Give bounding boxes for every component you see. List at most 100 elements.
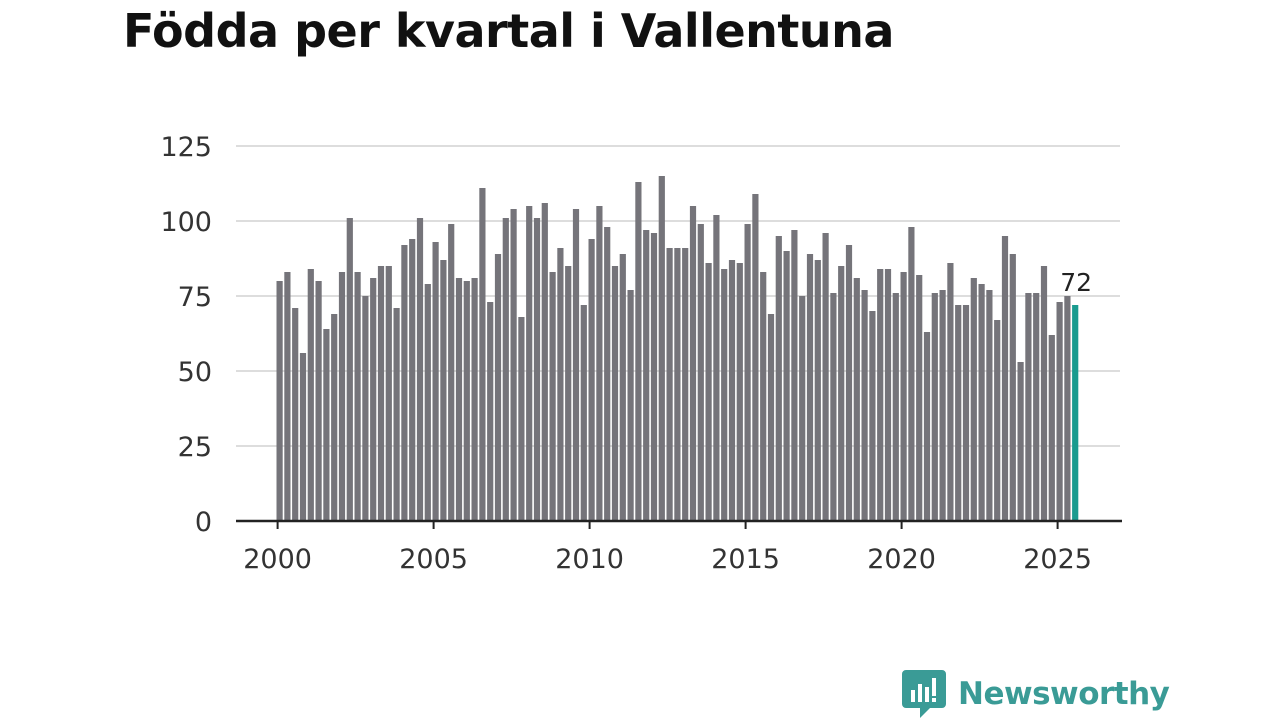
bar	[549, 272, 556, 521]
bar	[900, 272, 907, 521]
bar	[487, 302, 494, 521]
bar	[471, 278, 478, 521]
brand-name: Newsworthy	[958, 676, 1170, 712]
bar	[393, 308, 400, 521]
bar	[892, 293, 899, 521]
bar	[354, 272, 361, 521]
bar	[697, 224, 704, 521]
axes	[236, 519, 1122, 529]
bar	[923, 332, 931, 521]
x-tick-label: 2010	[555, 544, 624, 575]
bar	[315, 281, 322, 521]
bar	[689, 206, 697, 521]
bar	[635, 182, 642, 521]
bar	[861, 290, 868, 521]
bar	[276, 281, 283, 521]
bar	[331, 314, 338, 521]
x-tick-label: 2015	[711, 544, 780, 575]
x-tick-label: 2000	[243, 544, 312, 575]
bar	[728, 260, 736, 521]
bar	[627, 290, 634, 521]
bar	[775, 236, 782, 521]
bar	[986, 290, 993, 521]
bar	[658, 176, 665, 521]
bar	[292, 308, 299, 521]
bar	[1033, 293, 1040, 521]
bar	[791, 230, 798, 521]
bar	[323, 329, 330, 521]
bar	[448, 224, 455, 521]
bar	[533, 218, 541, 521]
bar	[440, 260, 447, 521]
bar	[744, 224, 751, 521]
bar	[939, 290, 946, 521]
bar	[931, 293, 938, 521]
bar	[713, 215, 720, 521]
bar	[650, 233, 658, 521]
bar	[463, 281, 470, 521]
bar	[557, 248, 564, 521]
bar	[1048, 335, 1055, 521]
bar	[994, 320, 1001, 521]
bar	[806, 254, 814, 521]
x-tick-label: 2025	[1023, 544, 1092, 575]
bar	[432, 242, 439, 521]
bar	[682, 248, 689, 521]
y-tick-label: 0	[195, 507, 212, 538]
bar	[362, 296, 369, 521]
bar	[752, 194, 759, 521]
bar	[619, 254, 626, 521]
bar	[767, 314, 775, 521]
bar	[838, 266, 845, 521]
highlight-value-label: 72	[1060, 268, 1092, 297]
x-tick-label: 2020	[867, 544, 936, 575]
bar	[596, 206, 603, 521]
bar	[978, 284, 985, 521]
bar	[1025, 293, 1032, 521]
newsworthy-logo-icon	[902, 670, 946, 718]
bar	[401, 245, 408, 521]
bar	[947, 263, 954, 521]
bar	[284, 272, 291, 521]
bar	[760, 272, 767, 521]
bar	[588, 239, 595, 521]
bar	[783, 251, 790, 521]
bar	[1001, 236, 1009, 521]
bar	[424, 284, 431, 521]
bar	[385, 266, 392, 521]
newsworthy-logo: Newsworthy	[902, 670, 1170, 718]
bar	[299, 353, 307, 521]
bar-chart: 0 25 50 75 100 125 72 2000 2005 2010 2015 2020 2025	[160, 132, 1122, 575]
bar	[721, 269, 728, 521]
bar	[611, 266, 619, 521]
bar	[502, 218, 509, 521]
bar	[970, 278, 977, 521]
y-tick-label: 100	[160, 207, 212, 238]
bar	[814, 260, 821, 521]
labels: 0 25 50 75 100 125 72 2000 2005 2010 2015 2020 2025	[160, 132, 1092, 575]
bar	[736, 263, 743, 521]
chart-title: Födda per kvartal i Vallentuna	[123, 4, 894, 58]
bar	[1017, 362, 1024, 521]
bar	[307, 269, 314, 521]
y-tick-label: 125	[160, 132, 212, 163]
bar	[541, 203, 548, 521]
bar	[705, 263, 712, 521]
bar	[674, 248, 681, 521]
bar	[916, 275, 923, 521]
y-tick-label: 75	[178, 282, 212, 313]
bar	[955, 305, 962, 521]
bar	[1056, 302, 1063, 521]
bar	[455, 278, 463, 521]
bar	[494, 254, 502, 521]
bar	[822, 233, 829, 521]
bars	[276, 176, 1079, 521]
bar	[1009, 254, 1016, 521]
bar	[409, 239, 416, 521]
bar	[869, 311, 876, 521]
bar	[338, 272, 346, 521]
bar	[853, 278, 860, 521]
bar	[666, 248, 673, 521]
bar	[565, 266, 572, 521]
bar	[377, 266, 385, 521]
